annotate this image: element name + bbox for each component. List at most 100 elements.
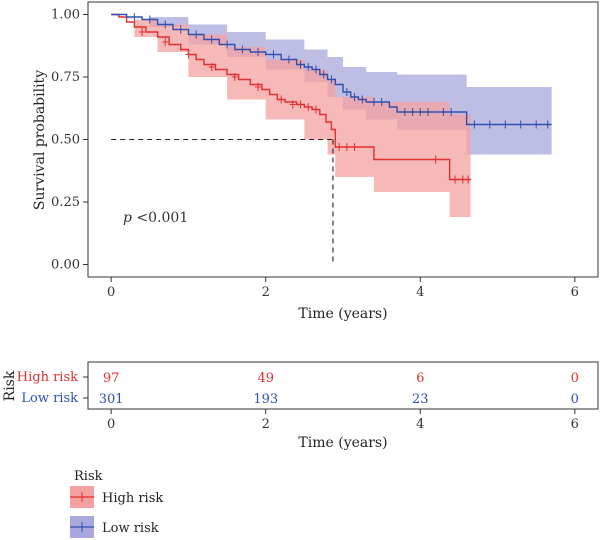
risk-value: 0 [571,371,579,386]
high-risk-censor-mark [297,100,304,109]
risk-row-label: High risk [17,370,78,385]
y-tick-label: 0.50 [51,133,80,148]
high-risk-censor-mark [289,100,296,109]
low-risk-censor-mark [517,120,524,129]
risk-x-tick-label: 6 [571,417,579,432]
legend-label: Low risk [102,521,159,536]
x-tick-label: 2 [262,285,270,300]
low-risk-censor-mark [502,120,509,129]
confidence-bands [111,14,552,217]
low-risk-censor-mark [208,35,215,44]
high-risk-censor-mark [343,143,350,151]
x-axis: 0 2 4 6 [107,277,579,300]
low-risk-censor-mark [224,40,231,49]
y-tick-label: 0.75 [51,70,80,85]
x-tick-label: 4 [416,285,424,300]
low-risk-censor-mark [401,108,408,116]
risk-values: 97 49 6 0 301 193 23 0 [99,371,579,407]
high-risk-censor-mark [139,28,146,36]
low-risk-censor-mark [312,65,319,74]
risk-value: 49 [257,371,274,386]
p-value-annotation: p <0.001 [123,210,188,226]
high-risk-censor-mark [336,143,343,151]
low-risk-censor-mark [378,98,385,106]
p-value: <0.001 [132,210,188,226]
legend-label: High risk [102,491,163,506]
risk-value: 301 [99,392,124,407]
high-risk-censor-mark [312,105,319,114]
low-risk-censor-mark [162,20,169,29]
low-risk-censor-mark [351,93,358,101]
legend-censor-mark [78,492,86,502]
median-lines [111,138,334,265]
x-axis-title: Time (years) [298,306,387,322]
low-risk-censor-mark [471,120,478,129]
high-risk-censor-mark [305,103,312,111]
low-risk-censor-mark [328,75,335,84]
low-risk-censor-mark [359,95,366,104]
survival-plot: 0.00 0.25 0.50 0.75 1.00 0 2 4 6 Survival proba… [32,1,599,322]
high-risk-confidence-band [111,14,471,217]
legend-title: Risk [74,469,103,484]
high-risk-censor-mark [255,83,261,91]
low-risk-censor-mark [297,60,304,69]
risk-x-axis: 0 2 4 6 [107,409,579,432]
risk-row-label: Low risk [21,391,78,406]
legend: Risk High risk Low risk [70,469,163,538]
p-symbol: p [123,210,132,226]
low-risk-censor-mark [285,55,292,64]
legend-items: High risk Low risk [70,486,163,538]
risk-value: 6 [416,371,424,386]
high-risk-censor-mark [231,73,238,81]
risk-row-labels: High risk Low risk [17,370,88,406]
high-risk-censor-mark [162,38,169,46]
risk-x-tick-label: 2 [262,417,270,432]
low-risk-censor-mark [370,98,377,106]
low-risk-censor-mark [533,120,540,129]
low-risk-censor-mark [425,108,431,116]
x-tick-label: 0 [107,285,115,300]
low-risk-censor-mark [131,13,138,21]
risk-table-title: Risk [2,370,18,401]
risk-value: 0 [571,392,579,407]
low-risk-censor-mark [239,45,246,54]
risk-value: 23 [412,392,429,407]
low-risk-censor-mark [320,70,327,79]
risk-table: Risk High risk Low risk 97 49 6 0 301 193 23 0 0… [2,361,599,451]
low-risk-censor-mark [255,48,261,56]
low-risk-censor-mark [440,108,447,116]
low-risk-censor-mark [448,108,455,116]
low-risk-censor-mark [343,88,350,96]
low-risk-censor-mark [409,108,416,116]
risk-x-axis-title: Time (years) [298,435,387,451]
high-risk-survival-line [111,13,471,181]
low-risk-censor-mark [486,120,493,129]
x-tick-label: 6 [571,285,579,300]
high-risk-censor-mark [208,63,215,71]
low-risk-censor-mark [146,15,153,24]
risk-value: 193 [253,392,278,407]
high-risk-censor-mark [185,50,192,59]
low-risk-censor-mark [177,25,184,34]
high-risk-censor-mark [465,175,472,184]
risk-value: 97 [103,371,120,386]
risk-x-tick-label: 4 [416,417,424,432]
high-risk-censor-mark [459,175,466,184]
high-risk-censor-mark [278,95,285,104]
y-tick-label: 1.00 [51,8,80,23]
low-risk-censor-mark [544,120,551,129]
censor-marks [131,13,551,184]
risk-table-panel [87,361,599,410]
high-risk-censor-mark [351,143,358,151]
low-risk-censor-mark [305,63,312,71]
high-risk-censor-mark [432,155,439,164]
legend-censor-mark [78,522,86,532]
low-risk-censor-mark [270,50,277,59]
low-risk-censor-mark [417,108,424,116]
y-axis-title: Survival probability [32,70,48,210]
y-tick-label: 0.00 [51,258,80,273]
risk-x-tick-label: 0 [107,417,115,432]
low-risk-censor-mark [193,30,200,39]
y-tick-label: 0.25 [51,195,80,210]
